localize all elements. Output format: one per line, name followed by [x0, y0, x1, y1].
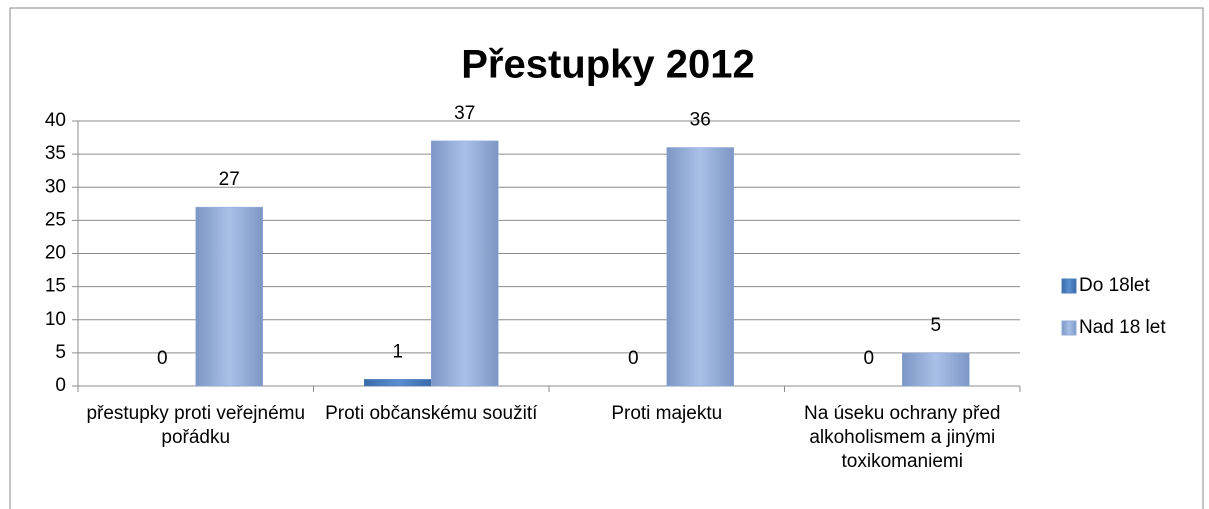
y-tick-label: 40	[45, 110, 66, 131]
y-tick-label: 10	[45, 309, 66, 330]
y-tick-label: 25	[45, 209, 66, 230]
legend-marker	[1061, 278, 1077, 294]
y-tick-label: 20	[45, 243, 66, 264]
data-label: 5	[930, 315, 941, 336]
x-tick-label: Na úseku ochrany před alkoholismem a jin…	[804, 403, 1001, 472]
y-tick-label: 5	[55, 342, 66, 363]
legend-label: Do 18let	[1079, 275, 1150, 296]
y-tick-label: 30	[45, 176, 66, 197]
bar	[195, 206, 263, 387]
y-tick-label: 15	[45, 276, 66, 297]
y-tick-label: 35	[45, 143, 66, 164]
y-tick-label: 0	[55, 375, 66, 396]
x-tick-label: přestupky proti veřejnému pořádku	[86, 403, 306, 448]
data-label: 0	[863, 348, 874, 369]
x-tick-label: Proti občanskému soužití	[325, 403, 538, 424]
chart-title: Přestupky 2012	[461, 43, 755, 87]
data-label: 27	[219, 169, 240, 190]
legend-marker	[1061, 320, 1077, 336]
legend-label: Nad 18 let	[1079, 317, 1166, 338]
data-label: 1	[392, 341, 403, 362]
data-label: 0	[628, 348, 639, 369]
data-label: 0	[157, 348, 168, 369]
data-label: 37	[454, 103, 475, 124]
chart-frame	[9, 7, 1204, 509]
bar	[364, 379, 432, 387]
data-label: 36	[690, 110, 711, 131]
x-tick-label: Proti majektu	[611, 403, 723, 424]
bar	[666, 147, 734, 387]
bar	[902, 352, 970, 387]
bar	[431, 140, 499, 387]
